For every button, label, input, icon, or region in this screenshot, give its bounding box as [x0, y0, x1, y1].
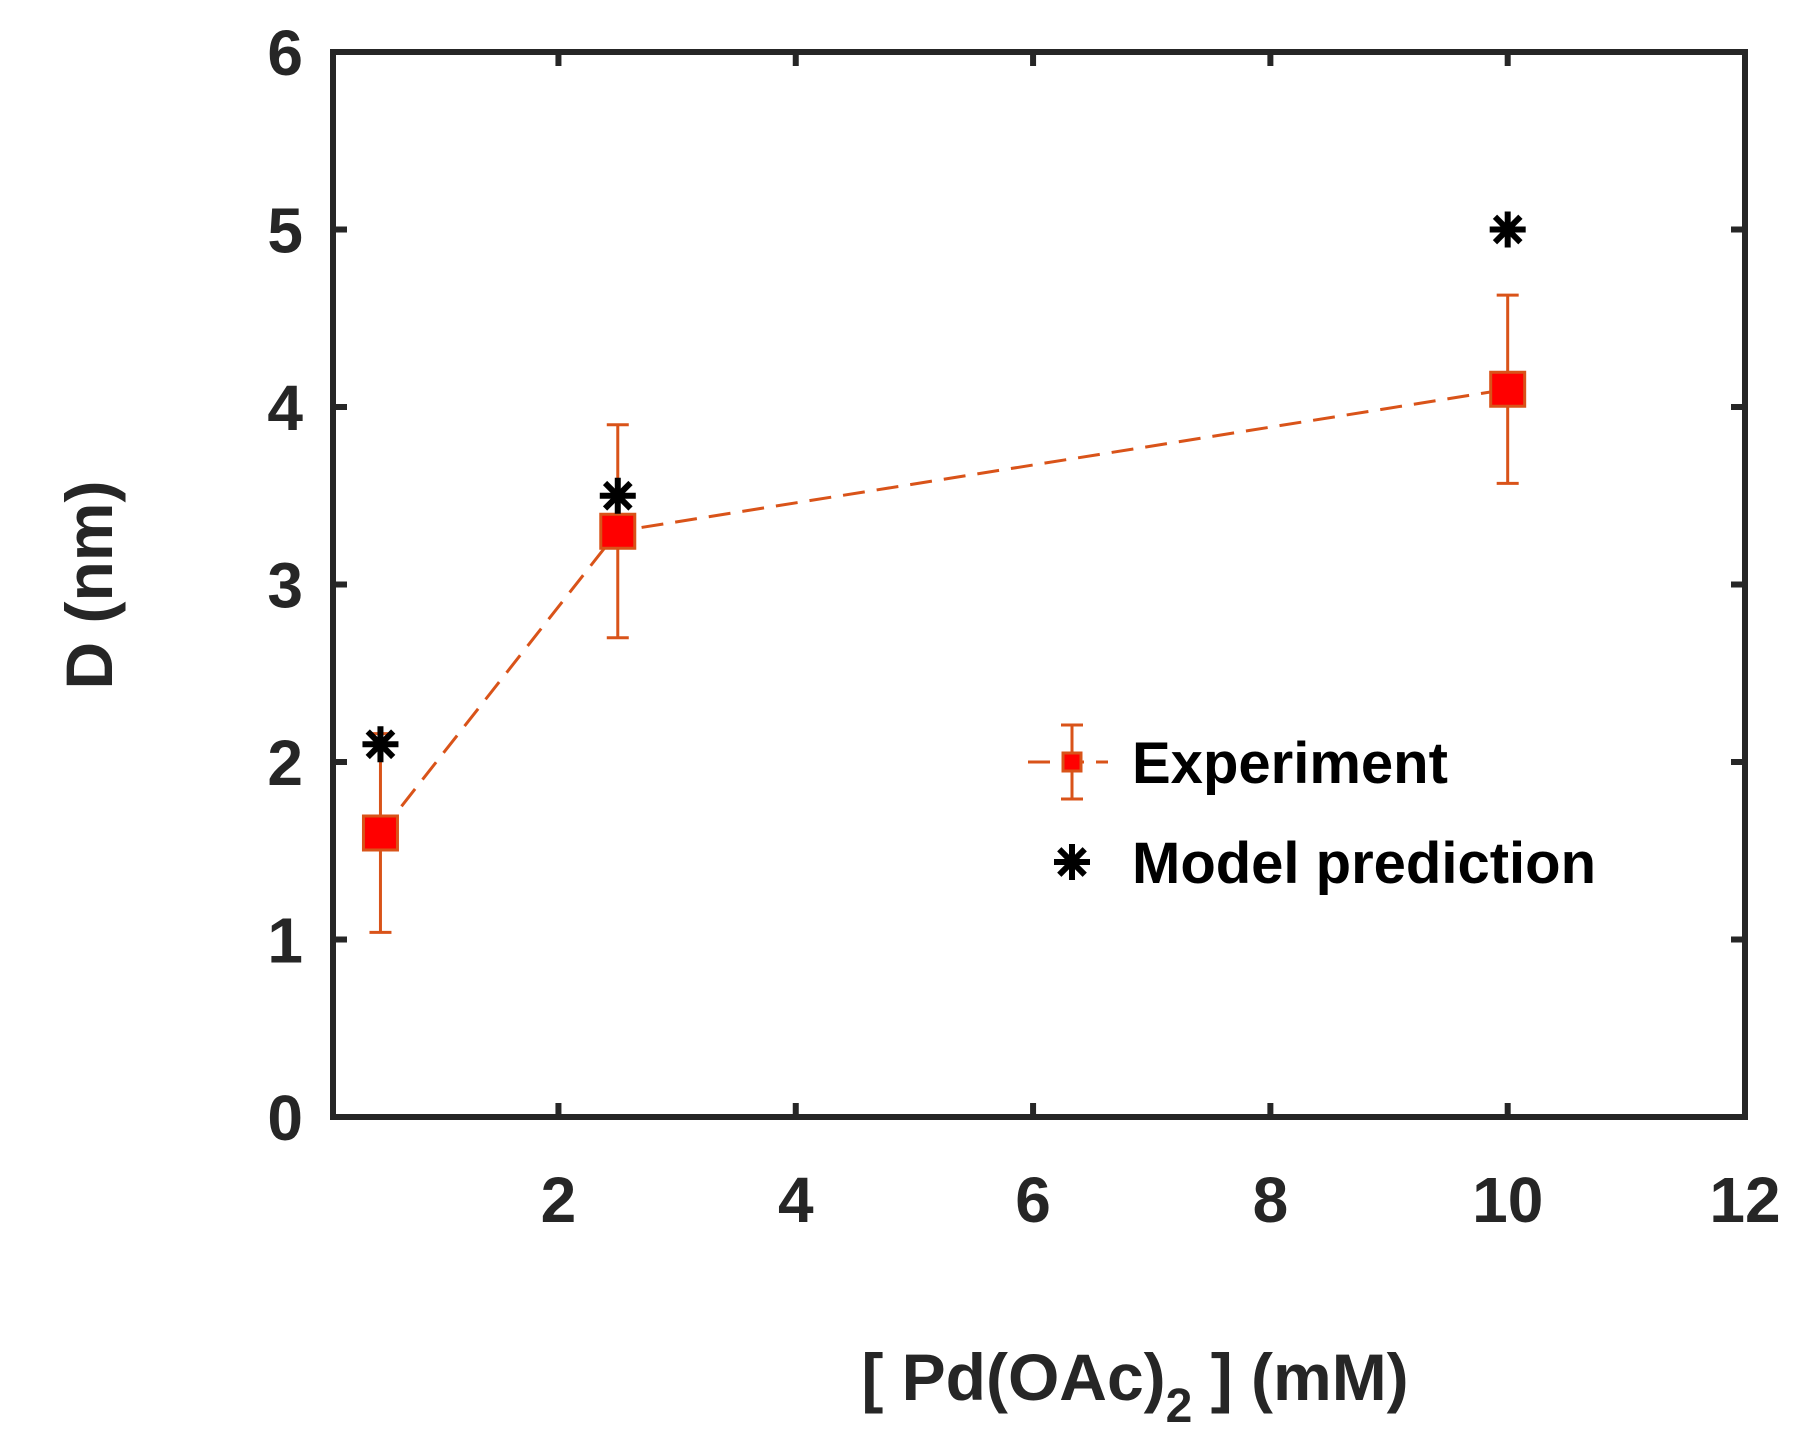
y-tick-label: 6 — [267, 17, 303, 89]
y-tick-label: 1 — [267, 905, 303, 977]
series — [361, 211, 1527, 934]
asterisk-stroke — [365, 729, 396, 760]
legend: Experiment Model prediction — [1028, 723, 1596, 896]
x-tick-label: 12 — [1709, 1164, 1780, 1236]
x-tick-label: 2 — [541, 1164, 577, 1236]
experiment-point — [361, 814, 399, 852]
legend-experiment-marker — [1061, 751, 1083, 773]
x-tick-label: 8 — [1253, 1164, 1289, 1236]
y-tick-label: 4 — [267, 372, 303, 444]
legend-item-experiment: Experiment — [1028, 723, 1448, 801]
asterisk-stroke — [1492, 214, 1523, 245]
y-tick-label: 5 — [267, 195, 303, 267]
y-axis-title: D (nm) — [52, 481, 126, 690]
legend-label-experiment: Experiment — [1132, 731, 1448, 796]
legend-item-model-prediction: Model prediction — [1054, 831, 1596, 896]
x-axis-title-subscript: 2 — [1166, 1380, 1193, 1433]
y-tick-label: 2 — [267, 727, 303, 799]
x-axis-title: [ Pd(OAc)2 ] (mM) — [861, 1340, 1408, 1433]
x-axis-title-main: [ Pd(OAc) — [861, 1340, 1165, 1414]
legend-model-marker — [1054, 844, 1090, 880]
legend-label-model-prediction: Model prediction — [1132, 831, 1596, 896]
model-prediction-point — [599, 477, 636, 514]
x-axis-title-tail: ] (mM) — [1192, 1340, 1408, 1414]
x-tick-label: 4 — [778, 1164, 814, 1236]
experiment-point — [1489, 370, 1527, 408]
model-prediction-point — [1489, 211, 1526, 248]
model-prediction-point — [362, 726, 399, 763]
y-tick-label: 3 — [267, 550, 303, 622]
asterisk-stroke — [602, 480, 633, 511]
y-tick-label: 0 — [267, 1082, 303, 1154]
x-tick-label: 6 — [1015, 1164, 1051, 1236]
x-tick-label: 10 — [1472, 1164, 1543, 1236]
experiment-point — [599, 512, 637, 550]
asterisk-stroke — [1057, 847, 1087, 877]
